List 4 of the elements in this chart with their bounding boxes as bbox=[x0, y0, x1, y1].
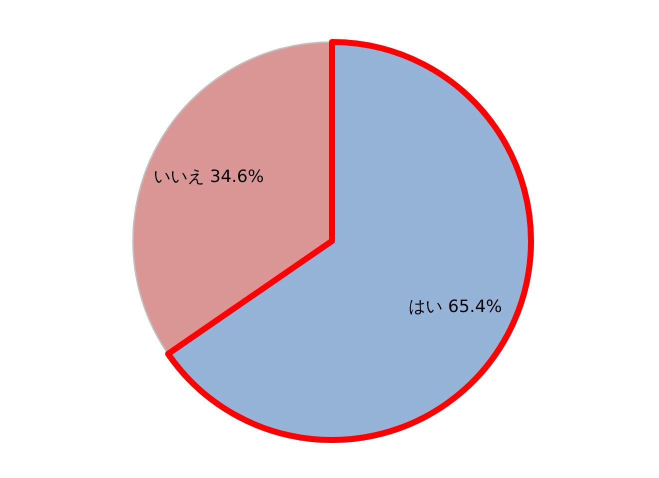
slice-label: はい bbox=[408, 296, 448, 317]
data-label: 34.6% bbox=[210, 167, 264, 188]
data-label: 65.4% bbox=[448, 296, 502, 317]
slice-label: いいえ bbox=[153, 167, 210, 188]
